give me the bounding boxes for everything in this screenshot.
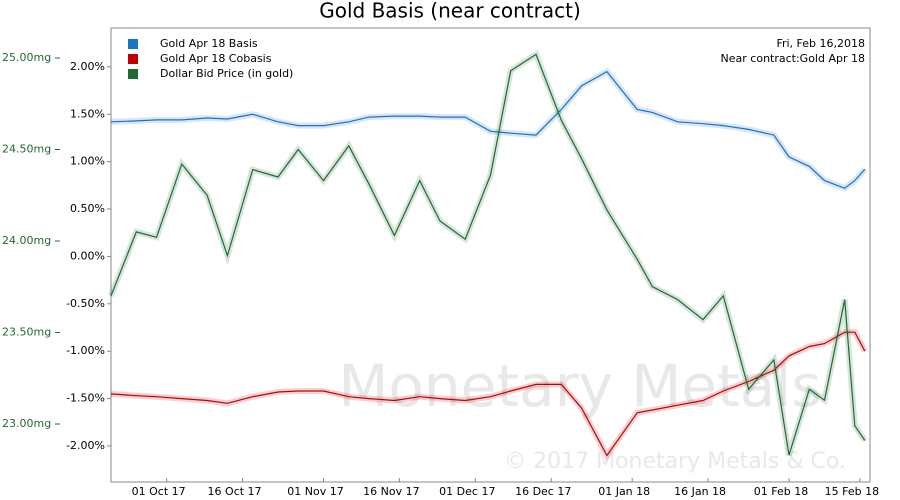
- plot-frame: [110, 27, 871, 483]
- x-tick-label: 01 Feb 18: [754, 485, 808, 498]
- y-tick-label: -1.00%: [66, 344, 105, 357]
- x-tick-label: 01 Dec 17: [439, 485, 495, 498]
- watermark: © 2017 Monetary Metals & Co.: [504, 449, 846, 474]
- legend-label: Dollar Bid Price (in gold): [160, 67, 293, 80]
- annotation: Near contract:Gold Apr 18: [721, 52, 865, 65]
- y2-tick-label: 24.00mg: [2, 234, 51, 247]
- annotation: Fri, Feb 16,2018: [776, 37, 865, 50]
- series-line: [110, 70, 866, 189]
- legend-swatch: [128, 54, 138, 64]
- series-line: [110, 53, 866, 456]
- x-tick-label: 16 Dec 17: [515, 485, 571, 498]
- series-line: [110, 331, 866, 457]
- x-tick-label: 01 Nov 17: [287, 485, 343, 498]
- y-tick-label: -1.50%: [66, 392, 105, 405]
- legend-swatch: [128, 69, 138, 79]
- y-tick-label: 0.00%: [70, 249, 105, 262]
- chart-title: Gold Basis (near contract): [319, 0, 581, 23]
- legend-swatch: [128, 39, 138, 49]
- legend-label: Gold Apr 18 Cobasis: [160, 52, 272, 65]
- x-tick-label: 01 Oct 17: [132, 485, 186, 498]
- x-tick-label: 16 Oct 17: [208, 485, 262, 498]
- y-tick-label: 1.00%: [70, 155, 105, 168]
- x-tick-label: 01 Jan 18: [598, 485, 650, 498]
- y2-tick-label: 25.00mg: [2, 51, 51, 64]
- y-tick-label: 1.50%: [70, 107, 105, 120]
- legend-label: Gold Apr 18 Basis: [160, 37, 258, 50]
- x-tick-label: 15 Feb 18: [825, 485, 879, 498]
- y2-tick-label: 23.50mg: [2, 325, 51, 338]
- y-tick-label: -2.00%: [66, 439, 105, 452]
- y-tick-label: -0.50%: [66, 297, 105, 310]
- y-tick-label: 0.50%: [70, 202, 105, 215]
- y2-tick-label: 24.50mg: [2, 143, 51, 156]
- x-tick-label: 16 Nov 17: [363, 485, 419, 498]
- x-tick-label: 16 Jan 18: [674, 485, 726, 498]
- y2-tick-label: 23.00mg: [2, 417, 51, 430]
- y-tick-label: 2.00%: [70, 60, 105, 73]
